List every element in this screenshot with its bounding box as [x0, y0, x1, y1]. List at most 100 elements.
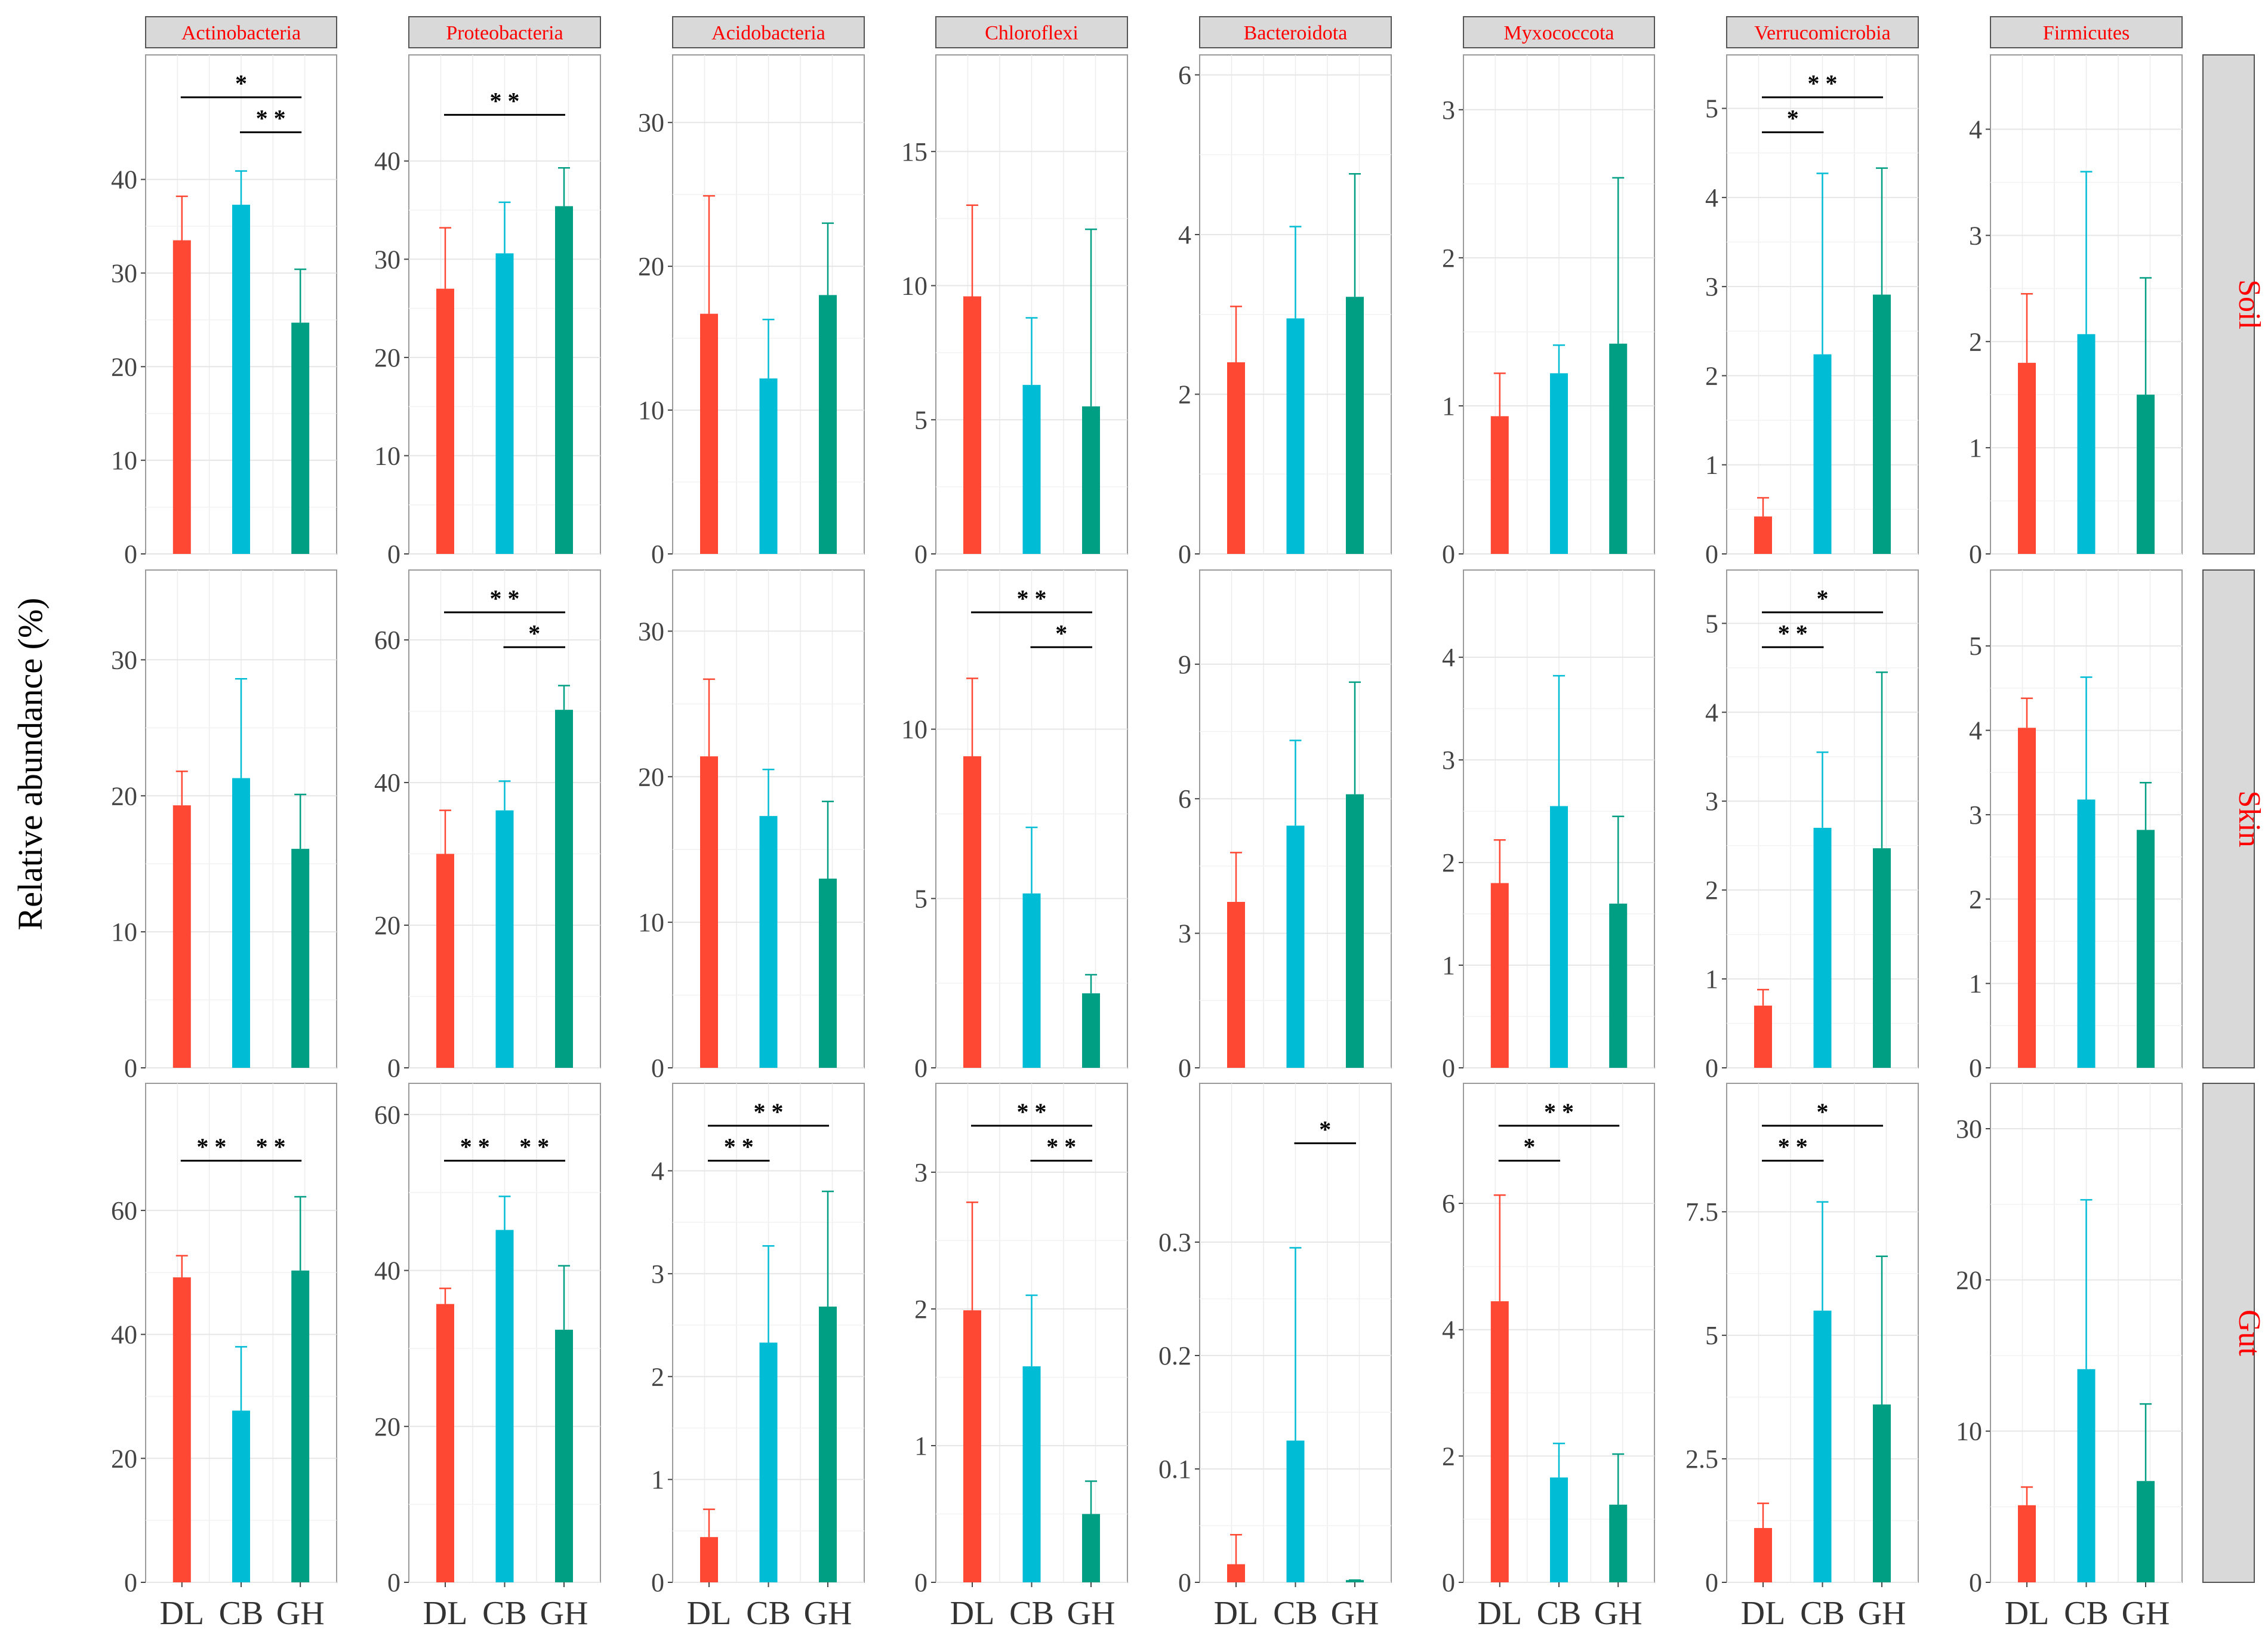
y-tick-label: 0.1 [1158, 1455, 1191, 1484]
y-tick-label: 0 [387, 540, 400, 569]
strip-firmicutes [1990, 16, 2183, 48]
y-tick-label: 40 [111, 1320, 137, 1350]
y-tick-label: 2 [1705, 876, 1718, 905]
y-tick-label: 3 [1969, 221, 1982, 250]
strip-bacteroidota [1199, 16, 1392, 48]
y-tick-label: 2 [1442, 244, 1455, 273]
bar-cb [2077, 1369, 2096, 1582]
bar-cb [1550, 806, 1568, 1068]
bar-dl [1227, 902, 1245, 1068]
significance-label: * * [519, 1133, 549, 1160]
y-tick-label: 3 [1178, 919, 1191, 948]
panel-gut-verrucomicrobia: 0 2.5 5 7.5 * * * DL CB GH [1685, 1083, 1919, 1632]
bar-dl [963, 296, 981, 554]
y-tick-label: 1 [1442, 392, 1455, 421]
y-tick-label: 1 [1442, 951, 1455, 980]
y-tick-label: 3 [1705, 787, 1718, 816]
y-tick-label: 30 [111, 258, 137, 288]
bar-cb [1022, 1366, 1041, 1582]
significance-label: * * [490, 87, 520, 114]
y-tick-label: 1 [651, 1465, 664, 1495]
bar-cb [1813, 354, 1832, 554]
bar-dl [2017, 362, 2036, 554]
bar-gh [819, 295, 837, 554]
y-tick-label: 3 [1442, 96, 1455, 125]
x-tick-label-dl: DL [423, 1595, 468, 1632]
panel-skin-proteobacteria: 0 20 40 60 * * * [374, 569, 601, 1083]
significance-label: * * [256, 1133, 286, 1160]
y-tick-label: 40 [374, 147, 400, 176]
y-tick-label: 7.5 [1685, 1197, 1718, 1227]
y-tick-label: 15 [901, 137, 927, 167]
strip-label-proteobacteria: Proteobacteria [446, 22, 563, 44]
y-tick-label: 10 [638, 396, 664, 425]
y-tick-label: 0 [1705, 1568, 1718, 1597]
y-tick-label: 4 [1705, 698, 1718, 727]
y-tick-label: 0 [1442, 1568, 1455, 1597]
y-tick-label: 0 [1705, 540, 1718, 569]
bar-cb [1022, 384, 1041, 554]
y-tick-label: 1 [1969, 969, 1982, 999]
bar-gh [555, 710, 574, 1068]
bar-gh [2137, 395, 2155, 554]
y-tick-label: 4 [1442, 1316, 1455, 1345]
significance-label: * [1817, 585, 1829, 612]
panel-gut-chloroflexi: 0 1 2 3 * * * * DL CB GH [914, 1083, 1128, 1632]
y-tick-label: 20 [1956, 1265, 1982, 1295]
x-tick-label-cb: CB [746, 1595, 791, 1632]
panel-gut-acidobacteria: 0 1 2 3 4 * ** * DL CB GH [651, 1083, 865, 1632]
bar-gh [291, 322, 310, 554]
panel-soil-acidobacteria: 0 10 20 30 [638, 54, 865, 569]
x-tick-label-dl: DL [2005, 1595, 2050, 1632]
panel-skin-myxococcota: 0 1 2 3 4 [1442, 569, 1655, 1083]
strip-label-firmicutes: Firmicutes [2043, 22, 2130, 44]
bar-dl [2017, 1505, 2036, 1582]
significance-label: * * [1017, 1098, 1047, 1125]
significance-label: * * [1778, 620, 1808, 646]
panel-gut-bacteroidota: 0 0.1 0.2 0.3 * DL CB GH [1158, 1083, 1392, 1632]
significance-label: * * [1808, 70, 1838, 97]
y-tick-label: 0 [651, 1054, 664, 1083]
y-tick-label: 5 [1969, 632, 1982, 661]
x-tick-label-cb: CB [1273, 1595, 1318, 1632]
bar-cb [1286, 825, 1305, 1068]
y-tick-label: 30 [638, 617, 664, 646]
bar-gh [819, 1307, 837, 1582]
bar-gh [291, 849, 310, 1068]
bar-gh [819, 878, 837, 1068]
bar-cb [495, 810, 514, 1068]
x-tick-label-cb: CB [482, 1595, 527, 1632]
strip-label-chloroflexi: Chloroflexi [985, 22, 1078, 44]
bar-dl [436, 854, 454, 1068]
y-tick-label: 4 [1969, 115, 1982, 144]
y-tick-label: 10 [1956, 1417, 1982, 1446]
strip-myxococcota [1463, 16, 1655, 48]
panel-soil-bacteroidota: 0 2 4 6 [1178, 54, 1392, 569]
significance-label: * [1055, 620, 1067, 646]
bar-dl [1227, 1564, 1245, 1582]
y-tick-label: 9 [1178, 650, 1191, 679]
y-tick-label: 0 [914, 1054, 927, 1083]
bar-gh [1609, 1504, 1628, 1582]
bar-dl [1227, 362, 1245, 554]
bar-dl [436, 1304, 454, 1582]
bar-dl [699, 1537, 718, 1582]
y-tick-label: 2 [914, 1295, 927, 1324]
bar-gh [1346, 1580, 1364, 1582]
x-tick-label-dl: DL [159, 1595, 204, 1632]
bar-gh [1082, 406, 1101, 554]
y-tick-label: 0 [1969, 1054, 1982, 1083]
panel-soil-myxococcota: 0 1 2 3 [1442, 54, 1655, 569]
y-tick-label: 2.5 [1685, 1444, 1718, 1474]
significance-label: * [235, 70, 247, 97]
strip-gut [2202, 1083, 2255, 1583]
panel-gut-firmicutes: 0 10 20 30 DL CB GH [1956, 1083, 2183, 1632]
panel-skin-bacteroidota: 0 3 6 9 [1178, 569, 1392, 1083]
bar-dl [172, 805, 191, 1068]
y-tick-label: 6 [1178, 60, 1191, 90]
strip-proteobacteria [408, 16, 601, 48]
x-tick-label-dl: DL [687, 1595, 732, 1632]
y-tick-label: 4 [1969, 716, 1982, 746]
bar-gh [555, 1329, 574, 1582]
